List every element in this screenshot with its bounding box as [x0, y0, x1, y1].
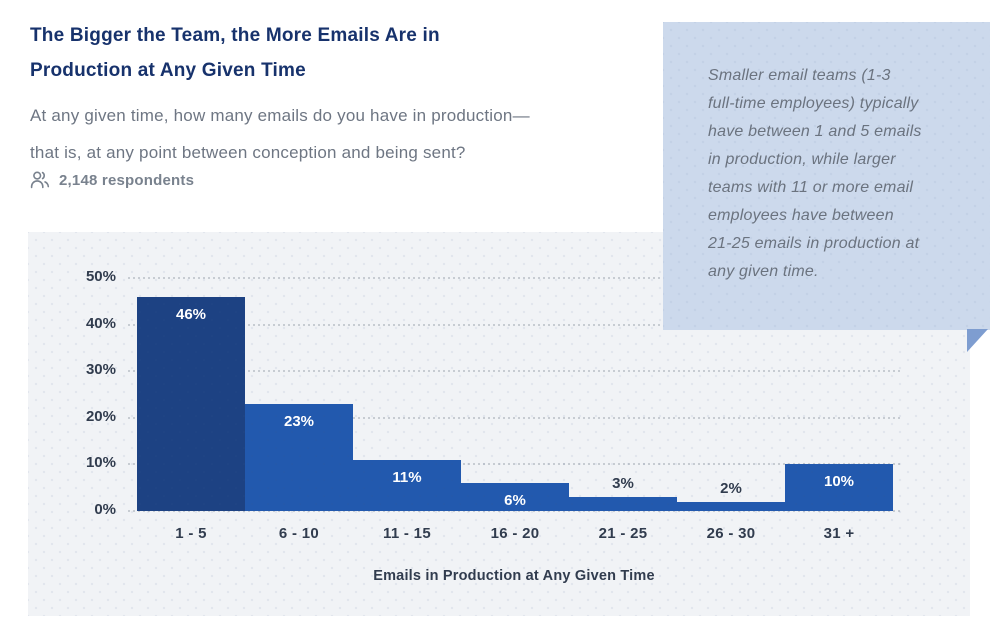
y-axis-label-0: 0% — [94, 501, 116, 518]
x-axis-label: 16 - 20 — [490, 525, 540, 542]
x-axis-label: 11 - 15 — [383, 525, 431, 542]
value-label: 10% — [823, 473, 855, 490]
gridline-40 — [128, 323, 900, 326]
bar-31+: 10% — [785, 464, 893, 511]
gridline-30 — [128, 370, 900, 373]
y-axis-label-30: 30% — [85, 361, 116, 379]
page-title: The Bigger the Team, the More Emails Are… — [30, 25, 440, 81]
x-axis-label: 21 - 25 — [598, 525, 648, 542]
value-label: 3% — [612, 475, 634, 492]
value-label: 23% — [283, 413, 315, 430]
x-axis-label: 1 - 5 — [175, 525, 207, 542]
y-axis-label-10: 10% — [85, 454, 116, 472]
y-axis-label-40: 40% — [85, 314, 116, 332]
x-axis-title: Emails in Production at Any Given Time — [373, 568, 655, 584]
y-axis-label-20: 20% — [85, 407, 116, 425]
bar-6-10: 23% — [245, 404, 353, 511]
callout-text: Smaller email teams (1-3 full-time emplo… — [708, 67, 922, 280]
gridline-0 — [128, 510, 900, 512]
value-label: 46% — [175, 306, 207, 323]
respondents-row: 2,148 respondents — [30, 170, 194, 190]
bar-1-5: 46% — [137, 297, 245, 511]
x-axis-label: 6 - 10 — [278, 525, 320, 542]
value-label: 6% — [504, 492, 526, 509]
bar-21-25 — [569, 497, 677, 511]
survey-question: At any given time, how many emails do yo… — [30, 106, 530, 162]
gridline-20 — [128, 416, 900, 419]
respondents-count: 2,148 respondents — [59, 171, 195, 189]
x-axis-label: 26 - 30 — [706, 525, 756, 542]
bar-16-20: 6% — [461, 483, 569, 511]
gridline-50 — [128, 277, 900, 279]
people-icon — [30, 170, 50, 190]
bar-11-15: 11% — [353, 460, 461, 511]
callout-box: Smaller email teams (1-3 full-time emplo… — [663, 22, 990, 352]
bar-26-30 — [677, 502, 785, 511]
value-label: 2% — [720, 480, 742, 497]
x-axis-label: 31 + — [823, 525, 855, 542]
y-axis-label-50: 50% — [85, 268, 116, 285]
plot-area: 0% 10% 20% 30% 40% 50% 46% 1 - 5 23% 6 - 10 11% 11 … — [86, 268, 900, 584]
callout-tail-icon — [967, 329, 988, 352]
value-label: 11% — [392, 469, 422, 486]
gridline-10 — [128, 463, 900, 466]
